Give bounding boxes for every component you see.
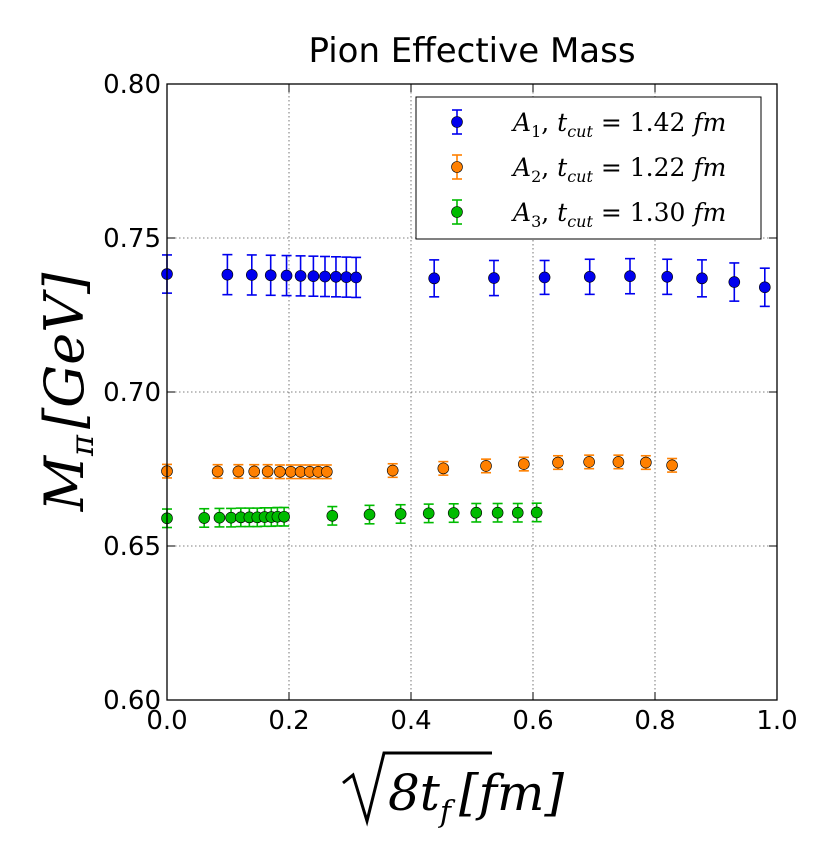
data-point: [511, 506, 524, 519]
data-point: [518, 458, 530, 470]
data-point: [340, 271, 353, 283]
legend-marker: [451, 161, 463, 173]
legend-label: A2, tcut = 1.22 fm: [511, 153, 726, 186]
data-point: [422, 507, 435, 520]
grid: [167, 84, 777, 700]
data-point: [666, 459, 678, 472]
data-point: [640, 456, 652, 469]
legend-entry-a2: A2, tcut = 1.22 fm: [451, 153, 726, 186]
y-axis-label-unit: [GeV]: [33, 272, 96, 429]
series-a3: [161, 502, 543, 529]
legend-entry-a1: A1, tcut = 1.42 fm: [451, 108, 726, 141]
legend-entry-a3: A3, tcut = 1.30 fm: [451, 198, 726, 231]
data-point: [386, 464, 399, 477]
data-series: [161, 253, 771, 529]
y-tick-label: 0.65: [103, 532, 161, 562]
data-point: [211, 465, 224, 478]
data-point: [488, 272, 500, 284]
data-point: [198, 512, 211, 524]
data-point: [248, 465, 261, 478]
data-point: [278, 510, 290, 523]
x-tick-label: 0.0: [146, 706, 187, 736]
data-point: [330, 271, 342, 283]
data-point: [612, 456, 625, 468]
data-point: [696, 272, 708, 285]
data-point: [758, 281, 771, 294]
axis-ticks: 0.0 0.2 0.4 0.6 0.8 1.0 0.60 0.65 0.70 0.75 0.80: [103, 70, 798, 736]
legend-label: A3, tcut = 1.30 fm: [511, 198, 726, 231]
data-point: [491, 506, 504, 519]
data-point: [447, 507, 460, 519]
y-tick-label: 0.80: [103, 70, 161, 100]
data-point: [294, 270, 307, 282]
legend-box: [415, 96, 762, 240]
y-tick-label: 0.60: [103, 686, 161, 716]
data-point: [728, 276, 741, 288]
series-a2: [161, 454, 678, 480]
data-point: [274, 465, 286, 478]
data-point: [470, 506, 483, 519]
data-point: [319, 270, 331, 283]
data-point: [326, 510, 339, 522]
y-axis-label: Mπ [GeV]: [33, 272, 101, 512]
y-axis-label-main: M: [33, 454, 96, 512]
legend-marker: [451, 116, 463, 128]
svg-text:Mπ[GeV]: Mπ [GeV]: [33, 272, 101, 512]
data-point: [661, 271, 674, 283]
data-point: [394, 508, 407, 520]
x-tick-label: 1.0: [756, 706, 797, 736]
data-point: [437, 462, 450, 475]
x-axis-label: 8tf [fm]: [342, 751, 564, 830]
y-axis-label-sub: π: [63, 434, 101, 457]
x-axis-label-radicand: 8t: [388, 764, 441, 822]
legend-marker: [451, 206, 463, 218]
sqrt-radical-icon: [342, 751, 492, 827]
x-tick-label: 0.2: [268, 706, 309, 736]
legend-label: A1, tcut = 1.42 fm: [511, 108, 726, 141]
data-point: [530, 506, 543, 519]
data-point: [624, 270, 636, 282]
data-point: [363, 508, 376, 521]
data-point: [480, 460, 492, 472]
x-tick-label: 0.6: [512, 706, 553, 736]
svg-text:8tf[fm]: 8tf [fm]: [388, 764, 564, 830]
data-point: [583, 456, 595, 468]
series-a1: [161, 253, 771, 308]
data-point: [280, 269, 293, 282]
data-point: [225, 511, 237, 524]
data-point: [245, 269, 258, 281]
y-tick-label: 0.75: [103, 224, 161, 254]
data-point: [261, 465, 274, 478]
data-point: [307, 270, 320, 282]
data-point: [350, 271, 362, 284]
data-point: [213, 511, 226, 524]
data-point: [428, 272, 440, 285]
data-point: [538, 271, 551, 284]
legend: A1, tcut = 1.42 fm A2, tcut = 1.22 fm A3, …: [415, 96, 762, 240]
y-tick-label: 0.70: [103, 378, 161, 408]
data-point: [552, 456, 564, 469]
x-tick-label: 0.8: [634, 706, 675, 736]
data-point: [583, 271, 596, 283]
data-point: [285, 465, 297, 478]
chart-title: Pion Effective Mass: [308, 31, 635, 71]
data-point: [264, 269, 277, 282]
data-point: [232, 465, 245, 478]
plot-frame: [166, 83, 778, 701]
x-axis-label-unit: [fm]: [459, 764, 564, 822]
data-point: [321, 465, 333, 478]
data-point: [221, 268, 234, 281]
x-tick-label: 0.4: [390, 706, 431, 736]
